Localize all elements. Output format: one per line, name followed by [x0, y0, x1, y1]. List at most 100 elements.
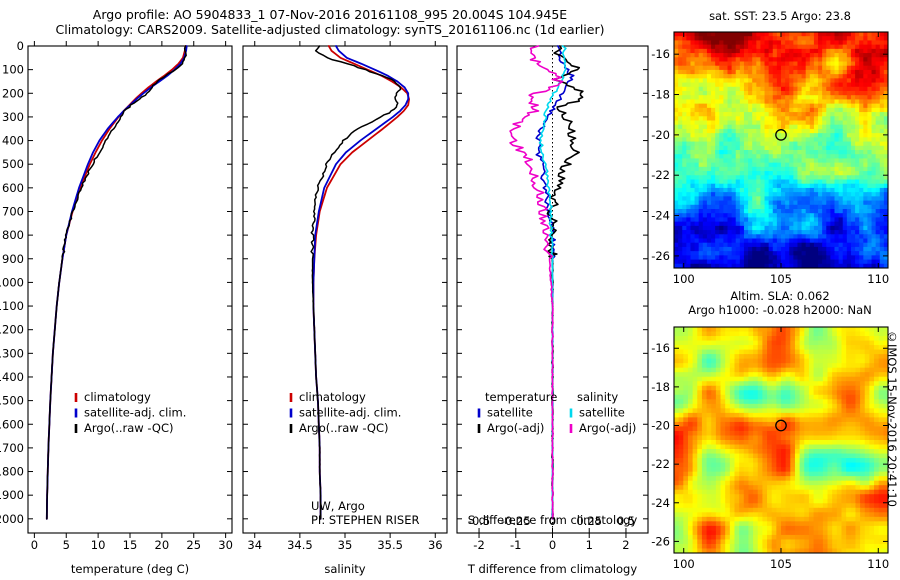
sst-map-lat-label: -22	[651, 168, 670, 182]
legend-label: satellite-adj. clim.	[84, 406, 186, 420]
difference-x-bottom-tick-label: 0	[549, 538, 556, 552]
salinity-axis-label: salinity	[324, 562, 365, 576]
panel-difference: -2 -1 0 1 2 -0.5 -0.25 0 0.25 0.5 temperature satel…	[456, 45, 649, 576]
temperature-axis-label: temperature (deg C)	[71, 562, 189, 576]
series-climatology	[45, 45, 187, 520]
difference-x-bottom-tick-label: 1	[586, 538, 593, 552]
sla-title-line-2: Argo h1000: -0.028 h2000: NaN	[688, 303, 872, 317]
sst-map-lon-label: 110	[867, 272, 889, 286]
sst-map-title: sat. SST: 23.5 Argo: 23.8	[709, 9, 851, 23]
sst-map-lat-label: -26	[651, 249, 670, 263]
depth-tick-label: 500	[2, 157, 24, 171]
series-satellite	[312, 45, 410, 520]
temperature-x-tick-label: 25	[186, 538, 201, 552]
sla-map-lon-label: 110	[867, 557, 889, 571]
depth-tick-label: 1100	[0, 299, 24, 313]
legend-label: Argo(-adj)	[579, 421, 636, 435]
sst-map-float-marker	[775, 129, 787, 141]
series-argo	[310, 45, 402, 520]
depth-tick-label: 1200	[0, 323, 24, 337]
legend-label: Argo(-adj)	[487, 421, 544, 435]
sla-map: 100 105 110 -16 -18 -20 -22 -24 -26	[651, 326, 889, 571]
salinity-annotation-line-1: UW, Argo	[311, 499, 365, 513]
difference-x-bottom-tick-label: -1	[510, 538, 521, 552]
salinity-x-tick-label: 36	[428, 538, 443, 552]
difference-x-top-tick-label: 0	[549, 514, 556, 528]
difference-x-top-tick-label: 0.25	[576, 514, 602, 528]
sst-map: 100 105 110 -16 -18 -20 -22 -24 -26	[651, 31, 889, 286]
temperature-x-tick-label: 0	[31, 538, 38, 552]
depth-tick-label: 1400	[0, 370, 24, 384]
temperature-x-tick-label: 15	[123, 538, 138, 552]
title-line-2: Climatology: CARS2009. Satellite-adjuste…	[55, 22, 605, 37]
sla-map-lon-label: 100	[673, 557, 695, 571]
temperature-x-tick-label: 10	[91, 538, 106, 552]
legend-label: salinity	[577, 390, 618, 404]
legend-label: satellite	[579, 406, 625, 420]
depth-tick-label: 1800	[0, 465, 24, 479]
difference-x-top-tick-label: -0.5	[468, 514, 490, 528]
sla-map-title: Altim. SLA: 0.062 Argo h1000: -0.028 h20…	[660, 289, 900, 317]
series-satellite	[535, 45, 575, 520]
difference-top-axis-label: S difference from climatology	[468, 513, 638, 527]
sla-map-lat-label: -16	[651, 341, 670, 355]
difference-x-top-tick-label: 0.5	[617, 514, 635, 528]
temperature-x-tick-label: 5	[63, 538, 70, 552]
depth-tick-label: 1900	[0, 488, 24, 502]
sla-map-field	[674, 327, 888, 553]
depth-tick-label: 800	[2, 228, 24, 242]
sla-map-lon-label: 105	[770, 557, 792, 571]
depth-tick-label: 1600	[0, 417, 24, 431]
depth-tick-label: 300	[2, 110, 24, 124]
legend-label: climatology	[299, 390, 366, 404]
difference-bottom-axis-label: T difference from climatology	[467, 562, 638, 576]
legend-label: satellite	[487, 406, 533, 420]
series-argo	[46, 45, 187, 520]
sst-map-lon-label: 105	[770, 272, 792, 286]
difference-x-top-tick-label: -0.25	[501, 514, 531, 528]
legend-label: satellite-adj. clim.	[299, 406, 401, 420]
legend-label: temperature	[485, 390, 557, 404]
difference-x-bottom-tick-label: 2	[622, 538, 629, 552]
sla-map-float-marker	[775, 419, 787, 432]
series-satellite	[45, 45, 188, 520]
depth-tick-label: 2000	[0, 512, 24, 526]
legend-label: Argo(..raw -QC)	[84, 421, 174, 435]
sst-map-lat-label: -16	[651, 47, 670, 61]
sst-map-field	[674, 32, 888, 268]
depth-tick-label: 400	[2, 134, 24, 148]
sla-title-line-1: Altim. SLA: 0.062	[730, 289, 830, 303]
sst-map-lat-label: -20	[651, 128, 670, 142]
salinity-annotation-line-2: PI: STEPHEN RISER	[311, 513, 420, 527]
temperature-x-tick-label: 20	[155, 538, 170, 552]
depth-tick-label: 700	[2, 204, 24, 218]
depth-tick-label: 0	[17, 39, 24, 53]
series-climatology	[312, 45, 410, 520]
figure-title: Argo profile: AO 5904833_1 07-Nov-2016 2…	[0, 7, 660, 37]
difference-x-bottom-tick-label: -2	[473, 538, 484, 552]
salinity-axes-frame	[242, 45, 448, 534]
series-salinity_argo	[509, 45, 564, 520]
salinity-x-tick-label: 35.5	[377, 538, 403, 552]
depth-tick-label: 600	[2, 181, 24, 195]
legend-label: climatology	[84, 390, 151, 404]
salinity-x-tick-label: 34.5	[287, 538, 313, 552]
sst-map-lon-label: 100	[673, 272, 695, 286]
salinity-x-tick-label: 34	[247, 538, 262, 552]
legend-label: Argo(..raw -QC)	[299, 421, 389, 435]
sla-map-lat-label: -26	[651, 534, 670, 548]
sla-map-lat-label: -24	[651, 496, 670, 510]
sst-map-lat-label: -24	[651, 209, 670, 223]
sla-map-lat-label: -22	[651, 457, 670, 471]
sla-map-lat-label: -18	[651, 380, 670, 394]
depth-tick-label: 1300	[0, 346, 24, 360]
depth-tick-label: 1500	[0, 394, 24, 408]
sla-map-lat-label: -20	[651, 419, 670, 433]
sst-map-lat-label: -18	[651, 88, 670, 102]
title-line-1: Argo profile: AO 5904833_1 07-Nov-2016 2…	[92, 7, 568, 22]
depth-tick-label: 1700	[0, 441, 24, 455]
panel-salinity: 34 34.5 35 35.5 36 climatology satellite-adj. …	[242, 41, 448, 576]
depth-tick-label: 1000	[0, 275, 24, 289]
